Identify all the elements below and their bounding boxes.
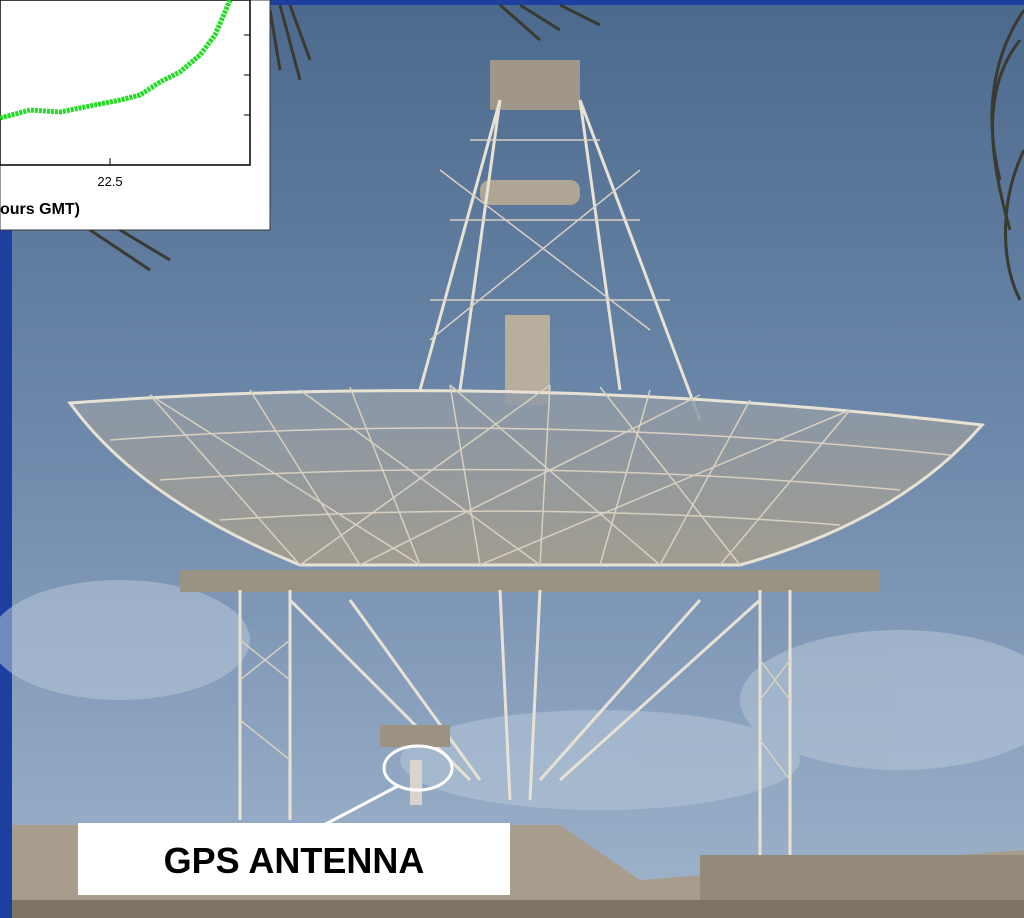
inset-chart: 22.5 ours GMT) <box>0 0 270 230</box>
inset-tick-label: 22.5 <box>97 174 122 189</box>
scene: 22.5 ours GMT) GPS ANTENNA <box>0 0 1024 918</box>
inset-axis-label: ours GMT) <box>0 201 80 218</box>
callout-label: GPS ANTENNA <box>164 840 425 881</box>
page: 22.5 ours GMT) GPS ANTENNA (() => { cons… <box>0 0 1024 918</box>
